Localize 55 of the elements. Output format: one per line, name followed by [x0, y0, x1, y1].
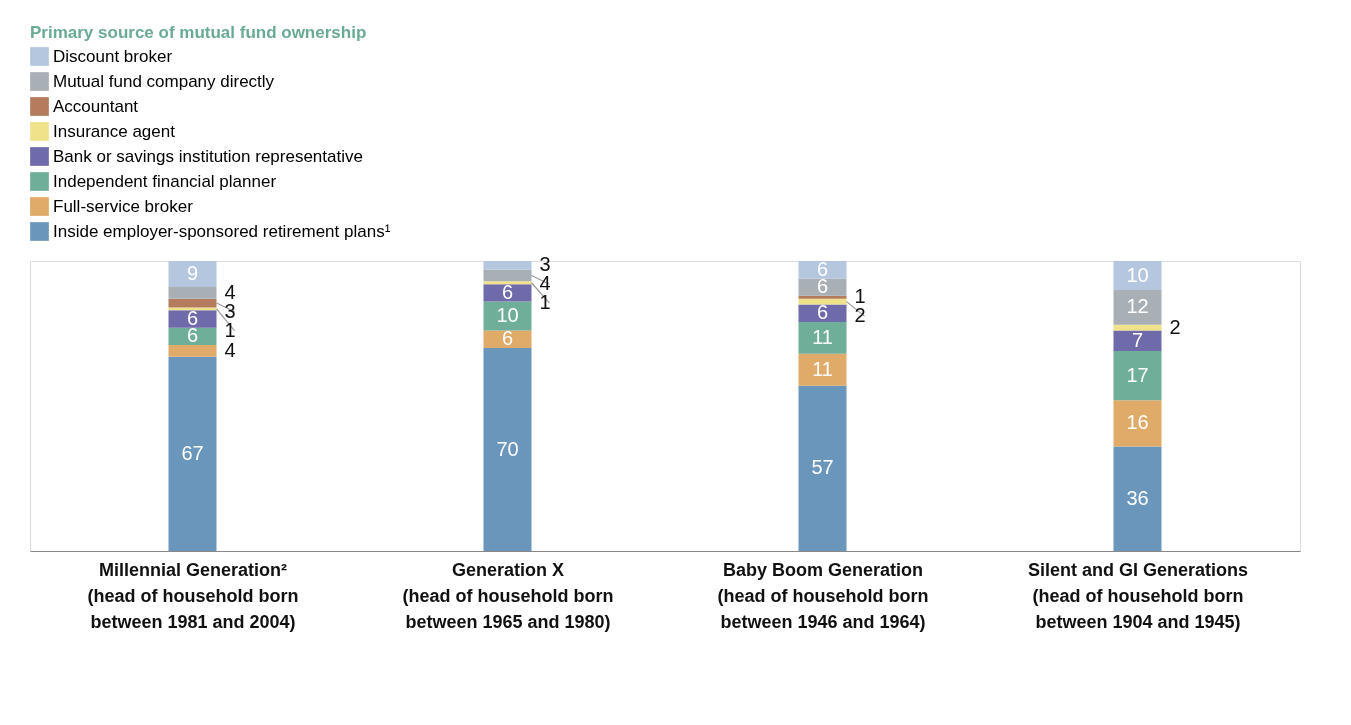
bar	[483, 348, 532, 551]
bar	[168, 345, 217, 357]
data-label: 12	[1126, 295, 1149, 318]
data-label: 17	[1126, 363, 1149, 386]
legend-label: Insurance agent	[53, 121, 176, 141]
x-tick-label: Generation X (head of household born between 1965 and 1980)	[402, 559, 614, 632]
x-tick-label: Silent and GI Generations (head of household born between 1904 and 1945)	[1027, 559, 1249, 632]
data-label: 2	[1169, 315, 1181, 338]
bar	[168, 356, 217, 551]
legend-label: Bank or savings institution representative	[53, 146, 363, 166]
bar	[798, 295, 847, 299]
bar	[483, 269, 532, 282]
bar	[168, 298, 217, 308]
bar	[798, 385, 847, 551]
legend-label: Full-service broker	[53, 196, 194, 216]
data-label: 4	[224, 338, 236, 361]
x-tick-label: Millennial Generation² (head of household born between 1981 and 2004)	[87, 559, 299, 632]
bar	[1113, 290, 1162, 325]
bar	[483, 284, 532, 302]
bar	[1113, 400, 1162, 447]
bar	[798, 278, 847, 296]
bar	[168, 261, 217, 288]
legend-title: Primary source of mutual fund ownership	[30, 23, 367, 42]
data-label: 11	[812, 357, 833, 380]
data-label: 6	[501, 327, 514, 350]
bar	[483, 261, 532, 270]
data-label: 36	[1126, 486, 1149, 509]
legend-label: Independent financial planner	[53, 171, 277, 191]
bar	[483, 281, 532, 285]
bar	[168, 307, 217, 311]
legend-label: Mutual fund company directly	[53, 71, 275, 91]
bar	[798, 298, 847, 305]
data-label: 10	[1126, 263, 1149, 286]
bar	[1113, 446, 1162, 551]
data-label: 10	[496, 304, 519, 327]
data-label: 70	[496, 437, 519, 460]
data-label: 16	[1126, 411, 1149, 434]
bar	[798, 353, 847, 386]
legend-label: Accountant	[53, 96, 139, 116]
bar	[168, 310, 217, 328]
data-label: 6	[501, 280, 514, 303]
legend-label: Inside employer-sponsored retirement plans¹	[53, 221, 391, 241]
data-label: 11	[812, 325, 833, 348]
data-label: 67	[181, 441, 204, 464]
bar	[1113, 350, 1162, 401]
x-tick-label: Baby Boom Generation (head of household born between 1946 and 1964)	[717, 559, 929, 632]
bar	[168, 287, 217, 299]
data-label: 57	[811, 456, 834, 479]
bar	[1113, 324, 1162, 331]
data-label: 6	[816, 301, 829, 324]
data-label: 9	[186, 262, 199, 285]
data-label: 7	[1131, 328, 1144, 351]
legend-label: Discount broker	[53, 46, 173, 66]
bar	[798, 321, 847, 354]
bar	[1113, 330, 1162, 351]
